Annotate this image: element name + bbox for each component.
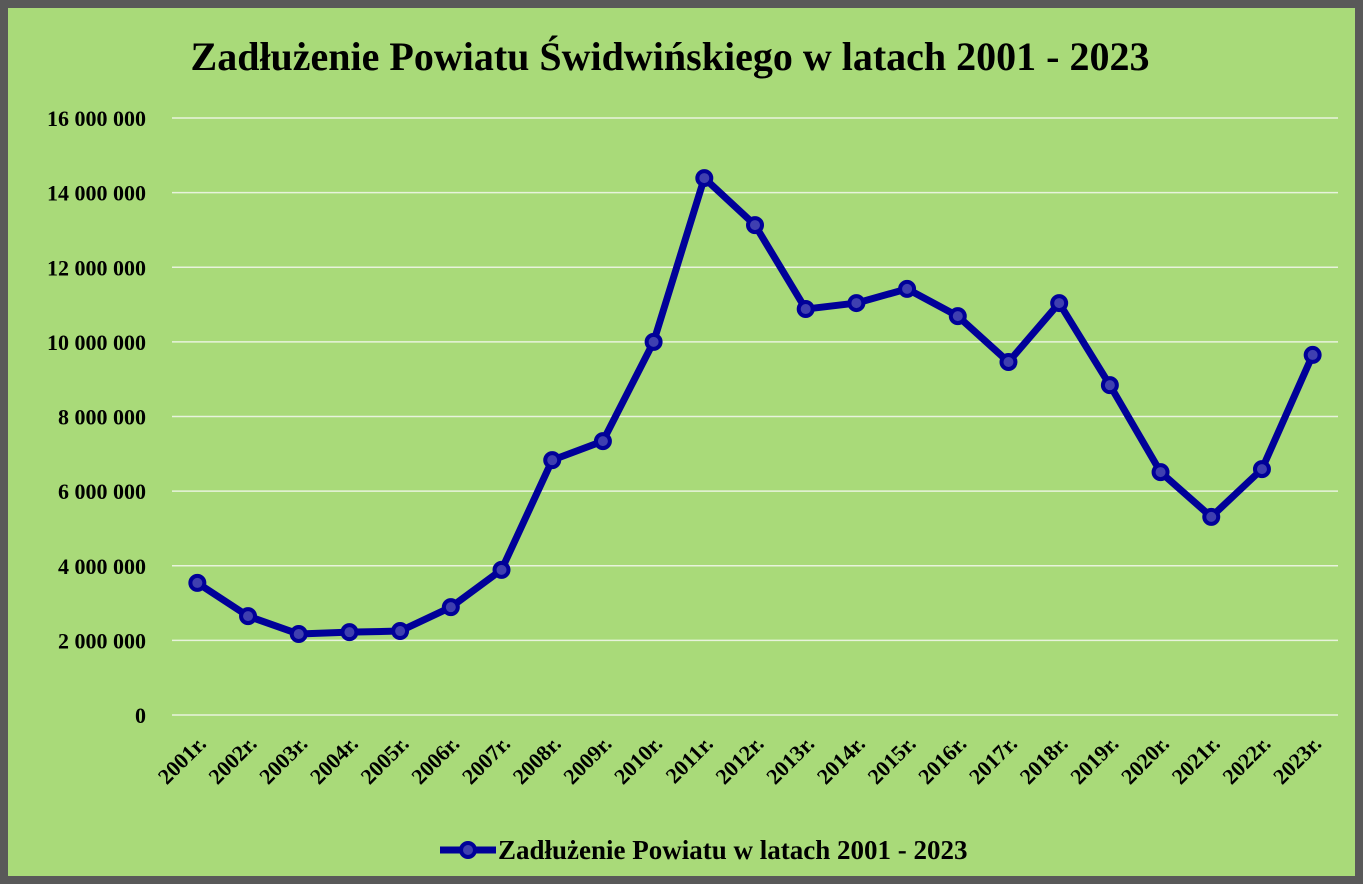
- point: [1050, 294, 1069, 313]
- legend-label: Zadłużenie Powiatu w latach 2001 - 2023: [498, 835, 968, 865]
- point: [1151, 463, 1170, 482]
- y-tick-label: 14 000 000: [47, 181, 146, 206]
- y-tick-label: 12 000 000: [47, 255, 146, 280]
- point: [340, 623, 359, 642]
- legend-marker: [459, 841, 477, 859]
- point: [289, 625, 308, 644]
- point: [746, 216, 764, 235]
- point: [1252, 460, 1271, 479]
- point: [695, 169, 714, 188]
- chart-title: Zadłużenie Powiatu Świdwińskiego w latac…: [191, 34, 1150, 79]
- point: [188, 573, 207, 592]
- point: [898, 279, 917, 298]
- point: [391, 622, 410, 641]
- point: [441, 598, 460, 617]
- point: [1303, 345, 1322, 364]
- y-tick-label: 4 000 000: [58, 554, 146, 579]
- point: [948, 307, 967, 326]
- point: [1202, 507, 1221, 526]
- y-tick-label: 16 000 000: [47, 106, 146, 131]
- y-tick-label: 0: [135, 703, 146, 728]
- point: [543, 451, 562, 470]
- y-tick-label: 10 000 000: [47, 330, 146, 355]
- point: [492, 560, 511, 579]
- point: [999, 353, 1018, 372]
- point: [847, 294, 866, 313]
- point: [644, 332, 663, 351]
- point: [239, 607, 258, 626]
- y-tick-label: 8 000 000: [58, 405, 146, 430]
- y-tick-label: 6 000 000: [58, 479, 146, 504]
- point: [1100, 376, 1119, 395]
- y-tick-label: 2 000 000: [58, 628, 146, 653]
- point: [593, 432, 612, 451]
- point: [796, 300, 815, 319]
